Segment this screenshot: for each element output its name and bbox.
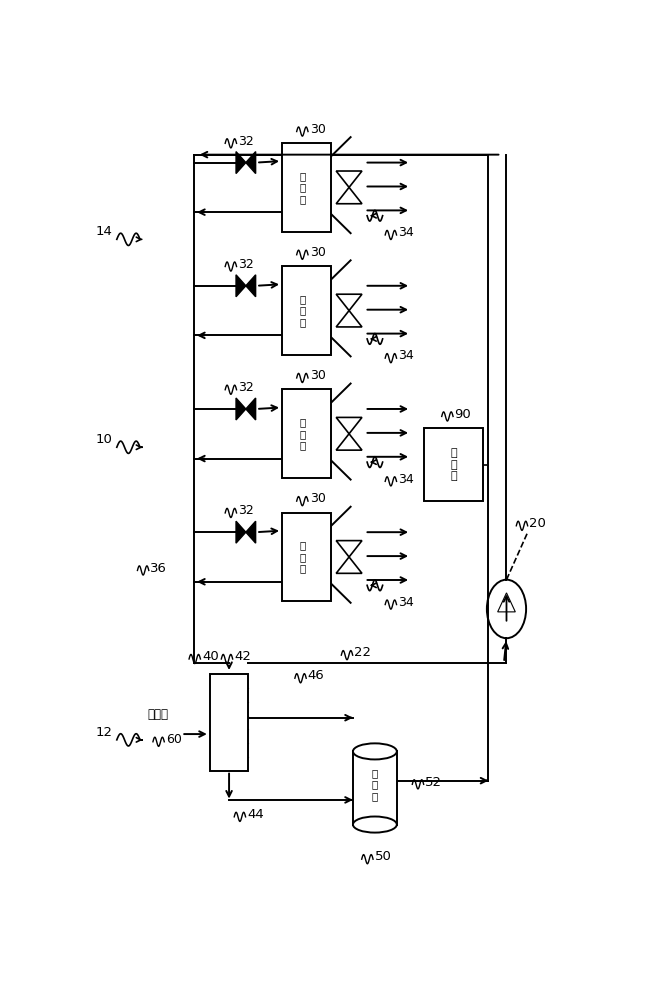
- Text: 34: 34: [398, 473, 414, 486]
- Text: 12: 12: [95, 726, 113, 739]
- Bar: [424, 428, 484, 501]
- Text: 控
制
器: 控 制 器: [450, 448, 457, 481]
- Text: 44: 44: [247, 808, 264, 821]
- Bar: [282, 143, 331, 232]
- Text: 蒸
发
器: 蒸 发 器: [300, 540, 306, 574]
- Polygon shape: [246, 275, 256, 297]
- Bar: [353, 751, 397, 825]
- Text: 10: 10: [95, 433, 113, 446]
- Text: 蒸
发
器: 蒸 发 器: [300, 294, 306, 327]
- Text: 蒸
发
器: 蒸 发 器: [300, 417, 306, 450]
- Text: 34: 34: [398, 596, 414, 609]
- Text: 46: 46: [308, 669, 324, 682]
- Text: 14: 14: [95, 225, 113, 238]
- Text: 90: 90: [455, 408, 472, 421]
- Text: 冷冻水: 冷冻水: [148, 708, 168, 721]
- Polygon shape: [236, 275, 246, 297]
- Polygon shape: [246, 521, 256, 543]
- Text: 32: 32: [238, 258, 254, 271]
- Polygon shape: [236, 521, 246, 543]
- Text: 30: 30: [310, 369, 326, 382]
- Text: 32: 32: [238, 135, 254, 148]
- Polygon shape: [236, 152, 246, 174]
- Polygon shape: [246, 398, 256, 420]
- Ellipse shape: [353, 743, 397, 759]
- Text: 30: 30: [310, 246, 326, 259]
- Text: 20: 20: [529, 517, 546, 530]
- Text: 30: 30: [310, 123, 326, 136]
- Bar: [282, 513, 331, 601]
- Text: 50: 50: [374, 850, 392, 863]
- Text: 42: 42: [234, 650, 251, 663]
- Text: 40: 40: [202, 650, 218, 663]
- Text: 34: 34: [398, 349, 414, 362]
- Text: 30: 30: [310, 492, 326, 505]
- Polygon shape: [236, 398, 246, 420]
- Text: 32: 32: [238, 381, 254, 394]
- Text: 60: 60: [166, 733, 182, 746]
- Text: 52: 52: [425, 776, 442, 789]
- Text: 22: 22: [354, 646, 371, 659]
- Text: 蒸
发
器: 蒸 发 器: [300, 171, 306, 204]
- Text: 36: 36: [151, 562, 167, 575]
- Bar: [282, 389, 331, 478]
- Text: 32: 32: [238, 504, 254, 517]
- Polygon shape: [246, 152, 256, 174]
- Ellipse shape: [353, 817, 397, 833]
- Text: 接
收
器: 接 收 器: [372, 768, 378, 801]
- Bar: [210, 674, 248, 771]
- Text: 34: 34: [398, 226, 414, 239]
- Bar: [282, 266, 331, 355]
